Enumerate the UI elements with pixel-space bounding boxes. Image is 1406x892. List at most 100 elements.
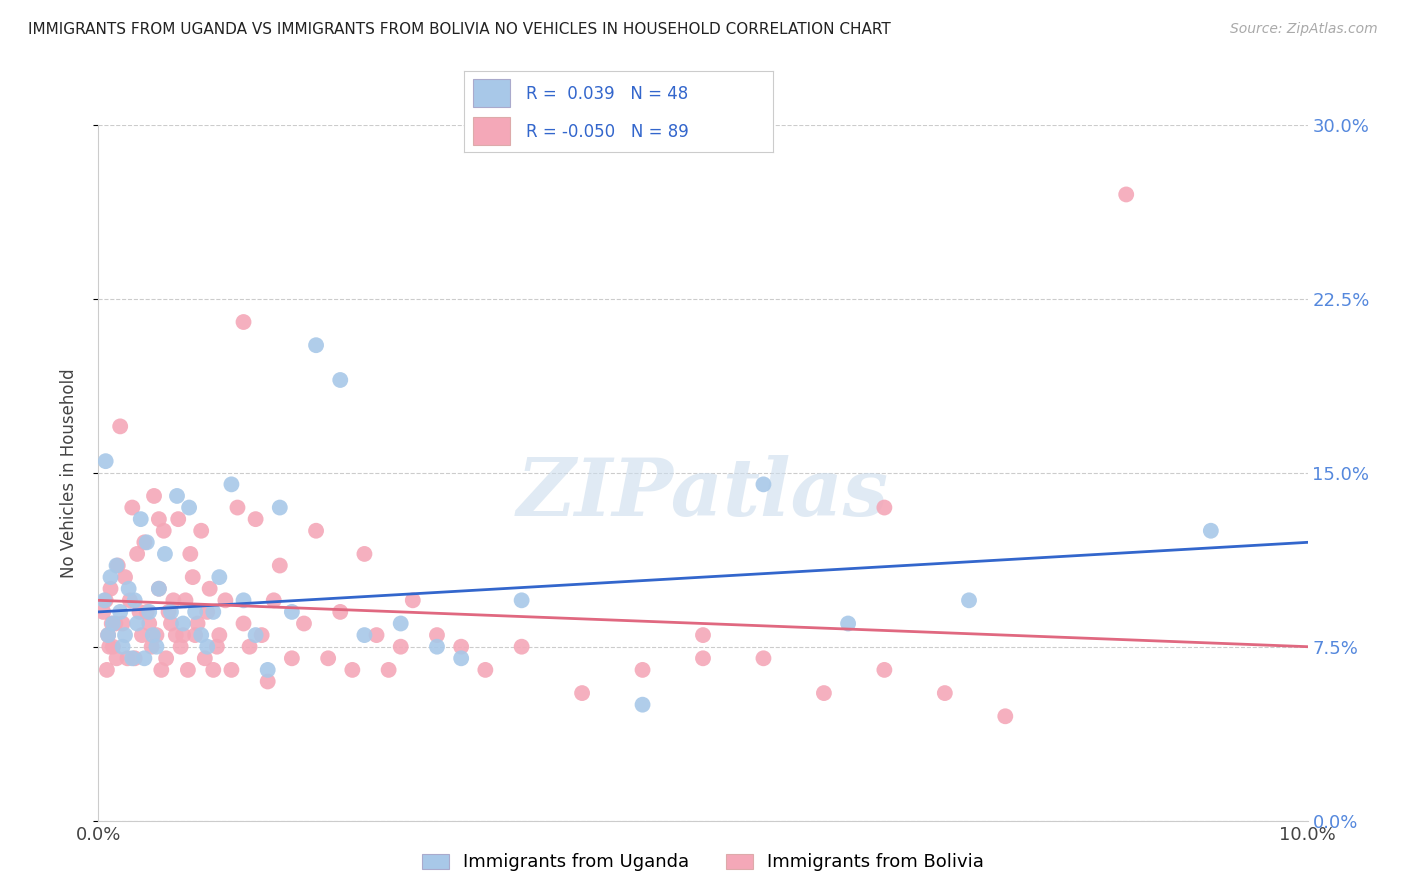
Point — [138, 616, 160, 631]
Text: IMMIGRANTS FROM UGANDA VS IMMIGRANTS FROM BOLIVIA NO VEHICLES IN HOUSEHOLD CORRE: IMMIGRANTS FROM UGANDA VS IMMIGRANTS FRO… — [28, 22, 891, 37]
FancyBboxPatch shape — [474, 117, 510, 145]
Point — [114, 570, 136, 584]
Point — [105, 558, 128, 573]
Point — [837, 616, 859, 631]
Point — [426, 628, 449, 642]
Point — [202, 605, 225, 619]
Point — [353, 547, 375, 561]
Point — [232, 616, 254, 631]
Point — [117, 651, 139, 665]
Point — [148, 512, 170, 526]
Point — [305, 524, 328, 538]
Point — [202, 663, 225, 677]
Point — [281, 605, 304, 619]
Point — [232, 315, 254, 329]
Point — [160, 605, 183, 619]
Point — [91, 605, 114, 619]
Point — [134, 535, 156, 549]
Point — [131, 628, 153, 642]
Point — [450, 640, 472, 654]
Point — [127, 547, 149, 561]
Point — [94, 593, 117, 607]
Point — [305, 338, 328, 352]
Point — [94, 454, 117, 468]
Point — [389, 616, 412, 631]
Point — [174, 593, 197, 607]
Point — [121, 500, 143, 515]
Point — [98, 640, 121, 654]
Point — [145, 628, 167, 642]
Point — [214, 593, 236, 607]
Point — [292, 616, 315, 631]
Text: R = -0.050   N = 89: R = -0.050 N = 89 — [526, 122, 689, 141]
Point — [269, 558, 291, 573]
Point — [97, 628, 120, 642]
Legend: Immigrants from Uganda, Immigrants from Bolivia: Immigrants from Uganda, Immigrants from … — [415, 847, 991, 879]
Point — [152, 524, 174, 538]
Point — [96, 663, 118, 677]
Point — [692, 651, 714, 665]
Point — [205, 640, 228, 654]
Point — [118, 593, 141, 607]
Point — [100, 570, 122, 584]
Point — [121, 651, 143, 665]
Point — [179, 500, 201, 515]
Point — [239, 640, 262, 654]
Point — [571, 686, 593, 700]
Point — [169, 640, 191, 654]
Point — [93, 593, 115, 607]
Point — [631, 698, 654, 712]
Point — [256, 663, 278, 677]
Point — [150, 663, 173, 677]
Point — [934, 686, 956, 700]
Point — [366, 628, 388, 642]
Point — [813, 686, 835, 700]
Point — [245, 512, 267, 526]
Point — [195, 605, 218, 619]
Point — [118, 582, 141, 596]
Point — [187, 616, 209, 631]
Point — [426, 640, 449, 654]
Point — [342, 663, 364, 677]
Point — [353, 628, 375, 642]
Point — [177, 663, 200, 677]
Point — [263, 593, 285, 607]
Point — [873, 663, 896, 677]
Point — [179, 547, 201, 561]
Point — [873, 500, 896, 515]
Point — [510, 593, 533, 607]
Point — [994, 709, 1017, 723]
Point — [142, 628, 165, 642]
Point — [104, 616, 127, 631]
Point — [221, 477, 243, 491]
Point — [148, 582, 170, 596]
Text: ZIPatlas: ZIPatlas — [517, 455, 889, 533]
Point — [245, 628, 267, 642]
Point — [129, 512, 152, 526]
Point — [141, 640, 163, 654]
Point — [101, 640, 124, 654]
Point — [143, 489, 166, 503]
Point — [198, 582, 221, 596]
FancyBboxPatch shape — [474, 79, 510, 108]
Point — [752, 651, 775, 665]
Point — [172, 628, 194, 642]
Point — [124, 593, 146, 607]
Point — [195, 640, 218, 654]
Point — [377, 663, 399, 677]
Point — [752, 477, 775, 491]
Point — [100, 582, 122, 596]
Point — [190, 524, 212, 538]
Point — [114, 628, 136, 642]
Point — [226, 500, 249, 515]
Point — [957, 593, 980, 607]
Text: R =  0.039   N = 48: R = 0.039 N = 48 — [526, 85, 688, 103]
Y-axis label: No Vehicles in Household: No Vehicles in Household — [59, 368, 77, 578]
Point — [157, 605, 180, 619]
Point — [148, 582, 170, 596]
Point — [145, 640, 167, 654]
Point — [124, 651, 146, 665]
Point — [232, 593, 254, 607]
Point — [97, 628, 120, 642]
Point — [135, 535, 157, 549]
